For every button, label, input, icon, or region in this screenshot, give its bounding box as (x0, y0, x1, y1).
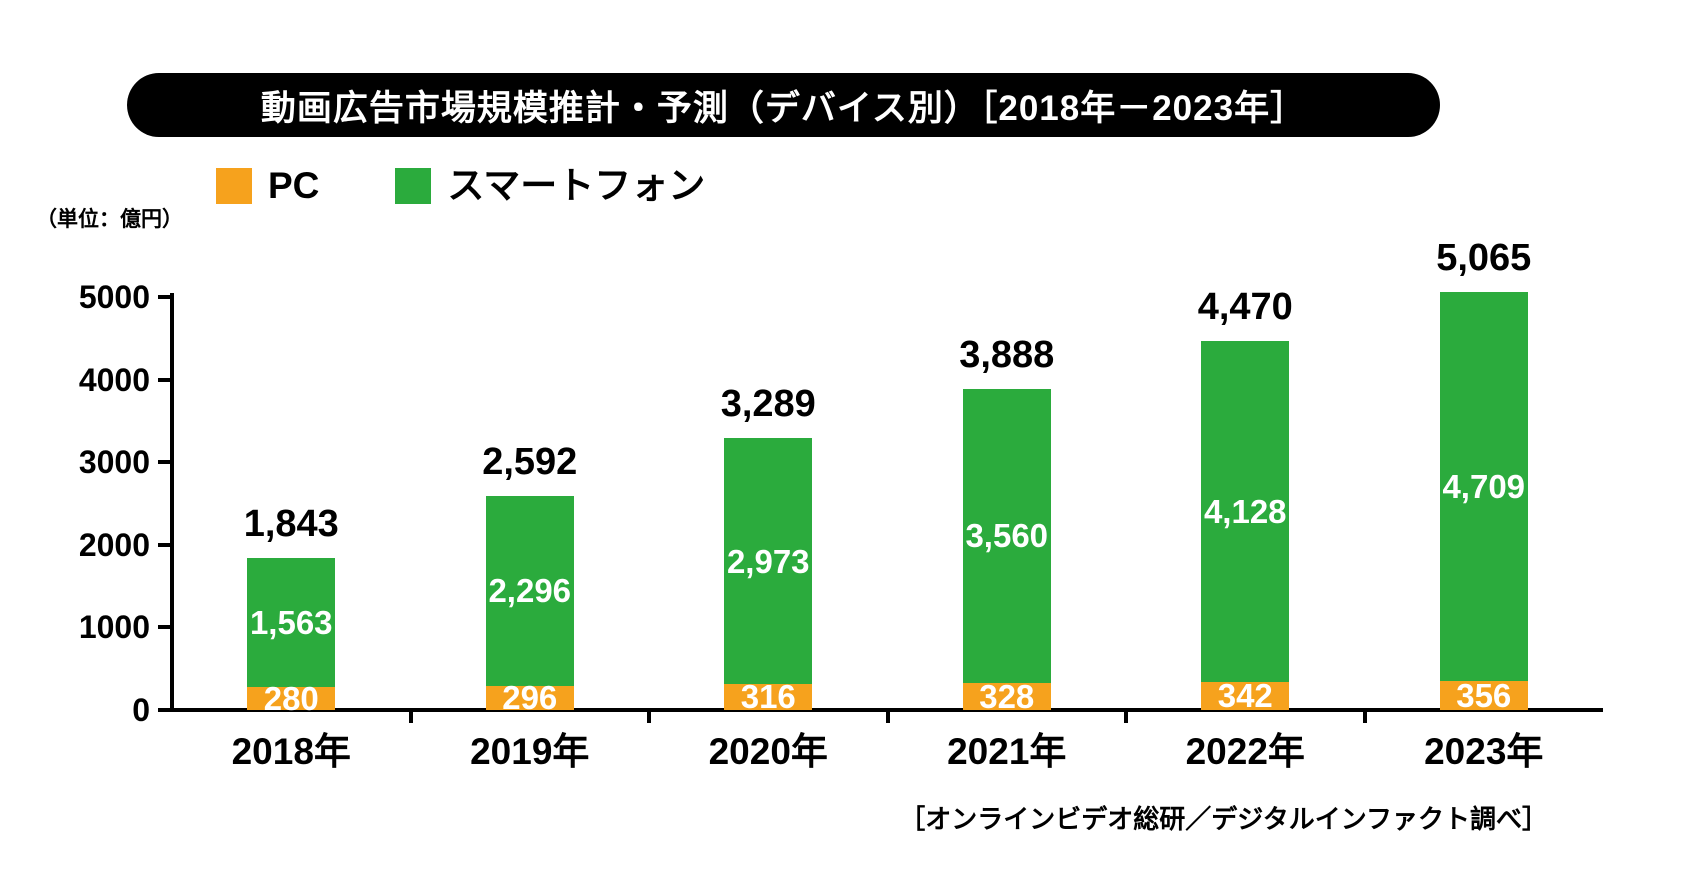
bar-value-smartphone-2023: 4,709 (1442, 467, 1526, 505)
y-tick-label-5000: 5000 (78, 279, 150, 315)
unit-label: （単位：億円） (36, 208, 183, 231)
x-tick-3 (885, 710, 890, 723)
x-tick-2 (647, 710, 651, 723)
bar-segment-smartphone-2018 (247, 557, 336, 687)
legend: PC スマートフォン (216, 165, 706, 206)
y-tick-label-0: 0 (132, 692, 150, 728)
legend-swatch-pc (216, 168, 252, 204)
bar-value-pc-2020: 316 (740, 678, 796, 716)
x-label-2018: 2018年 (231, 731, 351, 772)
x-tick-1 (408, 710, 413, 723)
source-note: ［オンラインビデオ総研／デジタルインファクト調べ］ (899, 804, 1548, 834)
bar-segment-pc-2018 (247, 686, 336, 710)
bar-total-2018: 1,843 (243, 502, 339, 545)
bar-value-smartphone-2021: 3,560 (965, 517, 1049, 555)
bar-value-pc-2019: 296 (502, 679, 558, 717)
x-label-2022: 2022年 (1185, 731, 1305, 772)
bar-total-2020: 3,289 (720, 383, 816, 426)
y-axis-line (170, 293, 174, 712)
x-label-2020: 2020年 (708, 731, 828, 772)
bar-segment-smartphone-2019 (485, 495, 574, 686)
bar-total-2022: 4,470 (1197, 285, 1293, 328)
bar-segment-pc-2021 (962, 682, 1051, 710)
bar-segment-pc-2023 (1439, 680, 1528, 710)
legend-label-pc: PC (268, 165, 320, 206)
bar-value-pc-2022: 342 (1217, 677, 1273, 715)
bar-value-smartphone-2018: 1,563 (249, 603, 333, 641)
legend-item-pc: PC (216, 165, 320, 206)
bar-value-smartphone-2020: 2,973 (726, 542, 810, 580)
legend-item-smartphone: スマートフォン (395, 165, 706, 206)
legend-swatch-smartphone (395, 168, 432, 204)
bar-value-pc-2018: 280 (263, 679, 319, 717)
x-tick-4 (1124, 710, 1128, 723)
y-tick-4000 (158, 377, 172, 382)
x-label-2021: 2021年 (947, 731, 1067, 772)
bar-value-smartphone-2022: 4,128 (1203, 492, 1287, 530)
bar-total-2019: 2,592 (482, 440, 578, 483)
x-label-2023: 2023年 (1424, 731, 1544, 772)
y-tick-label-3000: 3000 (78, 444, 150, 481)
chart-title: 動画広告市場規模推計・予測（デバイス別）［2018年－2023年］ (260, 88, 1307, 128)
bar-segment-pc-2020 (724, 683, 813, 710)
y-tick-2000 (158, 542, 172, 547)
bar-segment-smartphone-2023 (1439, 291, 1528, 681)
y-tick-0 (158, 708, 172, 712)
bar-value-pc-2023: 356 (1456, 676, 1512, 714)
chart-title-banner: 動画広告市場規模推計・予測（デバイス別）［2018年－2023年］ (127, 73, 1440, 137)
y-tick-label-1000: 1000 (78, 609, 150, 646)
legend-label-smartphone: スマートフォン (447, 165, 706, 206)
bar-segment-pc-2019 (485, 685, 574, 710)
bar-total-2021: 3,888 (959, 333, 1055, 376)
bar-segment-smartphone-2022 (1201, 340, 1290, 682)
y-tick-label-4000: 4000 (78, 361, 150, 398)
bar-segment-pc-2022 (1201, 681, 1290, 710)
bar-segment-smartphone-2021 (962, 388, 1051, 683)
bar-value-pc-2021: 328 (979, 677, 1035, 715)
y-tick-label-2000: 2000 (78, 526, 150, 563)
y-tick-5000 (158, 295, 172, 299)
x-label-2019: 2019年 (470, 731, 590, 772)
bar-total-2023: 5,065 (1436, 236, 1532, 279)
bar-segment-smartphone-2020 (724, 438, 813, 684)
x-tick-5 (1362, 710, 1367, 723)
y-tick-1000 (158, 625, 172, 630)
y-tick-3000 (158, 460, 172, 465)
bar-value-smartphone-2019: 2,296 (488, 572, 572, 610)
